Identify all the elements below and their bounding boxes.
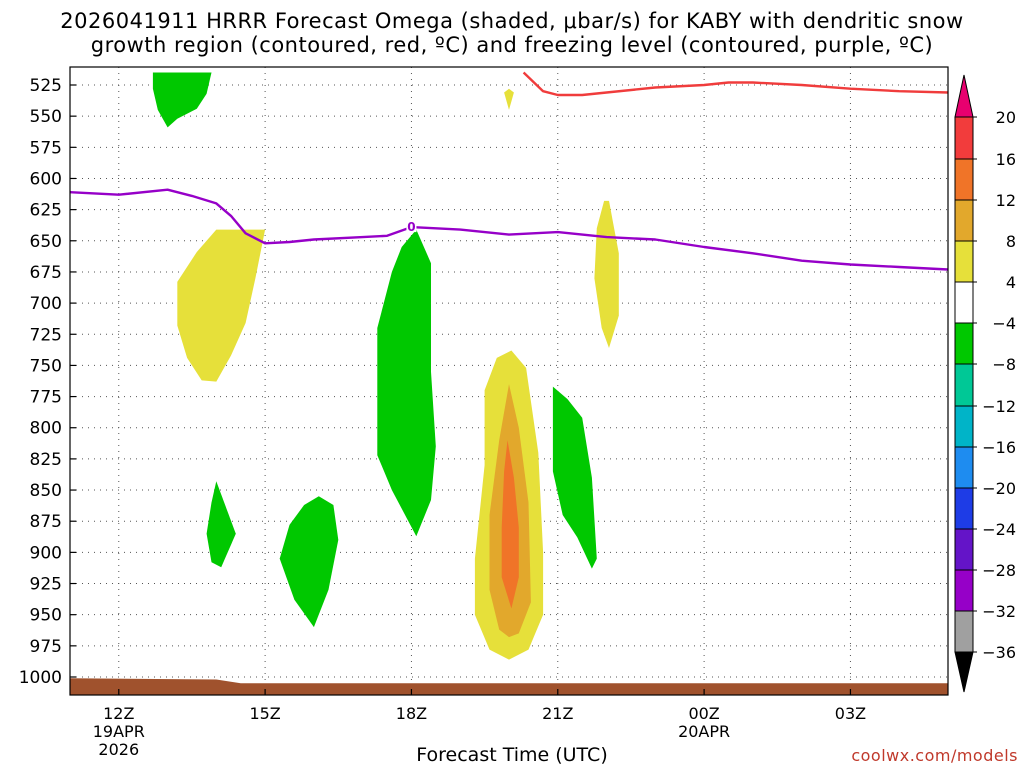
colorbar-swatch: [954, 610, 974, 653]
y-tick-label: 975: [30, 637, 62, 657]
colorbar-swatch: [954, 405, 974, 448]
x-tick-label: 21Z: [542, 704, 573, 723]
y-tick-label: 800: [30, 419, 62, 439]
y-tick-label: 825: [30, 450, 62, 470]
chart-title-line-1: 2026041911 HRRR Forecast Omega (shaded, …: [60, 9, 964, 33]
contour-label-bg: [406, 220, 417, 233]
colorbar-label: 4: [1006, 273, 1016, 292]
colorbar-swatch: [954, 569, 974, 612]
y-tick-label: 950: [30, 606, 62, 626]
omega-pos-20z-inner: [501, 440, 519, 609]
colorbar-label: −16: [982, 438, 1016, 457]
x-tick-year: 2026: [98, 740, 139, 759]
colorbar-bottom-arrow: [954, 651, 974, 693]
colorbar-label: 12: [996, 191, 1016, 210]
y-tick-label: 875: [30, 512, 62, 532]
y-tick-label: 750: [30, 356, 62, 376]
colorbar-label: −12: [982, 397, 1016, 416]
colorbar-swatch: [954, 116, 974, 160]
colorbar: 20 16 12 8 4 −4 −8 −12 −16 −20 −24 −28 −32 −36: [954, 74, 1016, 693]
terrain-group: [70, 678, 948, 695]
x-tick-label: 00Z: [688, 704, 719, 723]
y-tick-label: 850: [30, 481, 62, 501]
omega-neg-21z: [552, 386, 597, 569]
x-tick-label: 15Z: [249, 704, 280, 723]
chart-title-line-2: growth region (contoured, red, ºC) and f…: [90, 33, 934, 57]
y-tick-label: 675: [30, 263, 62, 283]
omega-neg-18z: [377, 229, 436, 537]
y-tick-label: 900: [30, 543, 62, 563]
dgz-red-line: [522, 71, 948, 97]
contour-lines: 0: [70, 71, 948, 271]
credit-text[interactable]: coolwx.com/models: [851, 746, 1018, 765]
y-tick-label: 725: [30, 325, 62, 345]
ground: [70, 678, 948, 695]
x-tick-label: 03Z: [835, 704, 866, 723]
y-tick-label: 700: [30, 294, 62, 314]
colorbar-top-arrow: [954, 74, 974, 118]
x-axis-title: Forecast Time (UTC): [416, 744, 608, 766]
x-tick-date: 19APR: [93, 722, 145, 741]
x-tick-label: 18Z: [396, 704, 427, 723]
colorbar-swatch: [954, 199, 974, 242]
omega-pos-left: [177, 229, 266, 382]
y-tick-label: 550: [30, 107, 62, 127]
y-tick-label: 525: [30, 76, 62, 96]
omega-pos-tiny: [504, 88, 514, 110]
omega-neg-small-b: [279, 496, 339, 628]
y-axis-ticks: 525 550 575 600 625 650 675 700 725 750 775 800 825 8…: [19, 76, 76, 688]
colorbar-label: −20: [982, 479, 1016, 498]
colorbar-label: 20: [996, 108, 1016, 127]
colorbar-swatch: [954, 446, 974, 489]
colorbar-label: −32: [982, 602, 1016, 621]
x-tick-date: 20APR: [678, 722, 730, 741]
colorbar-label: −8: [992, 355, 1016, 374]
omega-shading: [152, 72, 619, 660]
colorbar-swatch: [954, 487, 974, 530]
colorbar-label: −24: [982, 520, 1016, 539]
y-tick-label: 625: [30, 201, 62, 221]
omega-neg-a: [152, 72, 212, 128]
x-tick-label: 12Z: [103, 704, 134, 723]
colorbar-swatch: [954, 528, 974, 571]
y-tick-label: 925: [30, 575, 62, 595]
freezing-level-line: [70, 188, 948, 271]
colorbar-label: 8: [1006, 232, 1016, 251]
colorbar-label: 16: [996, 150, 1016, 169]
colorbar-swatch: [954, 281, 974, 324]
y-tick-label: 775: [30, 388, 62, 408]
y-tick-label: 600: [30, 169, 62, 189]
colorbar-swatch: [954, 240, 974, 283]
axes: [69, 66, 949, 696]
colorbar-swatch: [954, 322, 974, 365]
omega-neg-small-a: [206, 481, 236, 568]
y-tick-label: 575: [30, 138, 62, 158]
contour-label: 0: [407, 220, 415, 234]
colorbar-label: −28: [982, 561, 1016, 580]
y-tick-label: 1000: [19, 668, 62, 688]
y-tick-label: 650: [30, 232, 62, 252]
colorbar-label: −4: [992, 314, 1016, 333]
colorbar-label: −36: [982, 643, 1016, 662]
colorbar-swatch: [954, 158, 974, 201]
colorbar-swatch: [954, 363, 974, 407]
